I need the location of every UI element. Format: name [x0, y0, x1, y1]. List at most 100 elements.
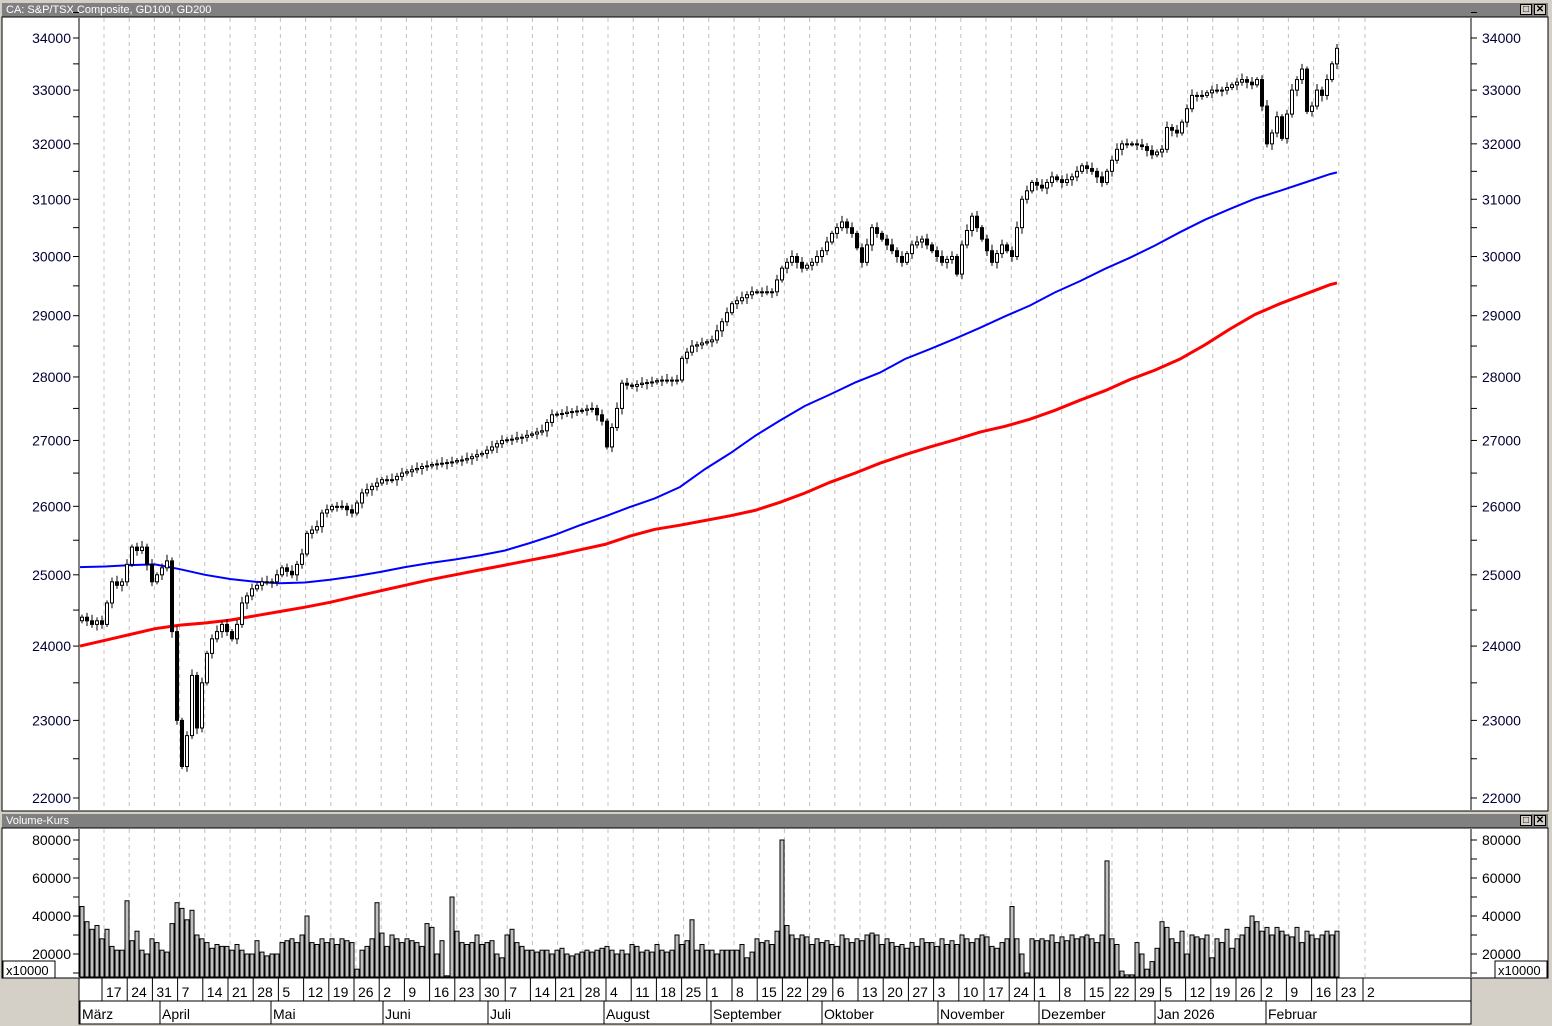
candle-body	[1045, 181, 1049, 189]
volume-bar	[949, 940, 955, 978]
maximize-icon[interactable]: □	[1520, 815, 1532, 826]
week-label: 28	[257, 984, 273, 1000]
candle-body	[1195, 94, 1199, 97]
volume-bar	[534, 951, 540, 978]
candle-body	[685, 351, 689, 359]
week-label: 7	[182, 984, 190, 1000]
candle-body	[635, 383, 639, 387]
candle-body	[740, 297, 744, 302]
volume-bar	[979, 934, 985, 978]
candle-body	[1270, 132, 1274, 145]
close-icon[interactable]: ✕	[1534, 4, 1546, 15]
candle-body	[745, 294, 749, 299]
candle-body	[115, 581, 119, 586]
candle-body	[425, 465, 429, 468]
y-tick-label: 26000	[32, 498, 71, 514]
volume-bar	[484, 942, 490, 978]
y-tick-label-right: 25000	[1482, 567, 1521, 583]
volume-bar	[1124, 974, 1130, 978]
candle-body	[865, 244, 869, 263]
y-tick-label-right: 29000	[1482, 308, 1521, 324]
week-label: 5	[1164, 984, 1172, 1000]
candle-body	[310, 529, 314, 534]
volume-bar	[329, 938, 335, 978]
candle-body	[305, 532, 309, 555]
candle-body	[350, 509, 354, 514]
volume-bar	[284, 940, 290, 978]
volume-bar	[154, 942, 160, 978]
volume-bar	[1169, 938, 1175, 978]
volume-bar	[934, 945, 940, 978]
candle-body	[950, 256, 954, 260]
volume-bar	[374, 902, 380, 978]
candle-body	[520, 436, 524, 439]
candle-body	[1170, 127, 1174, 131]
candle-body	[1215, 89, 1219, 92]
volume-bar	[1304, 930, 1310, 978]
volume-bar	[1139, 953, 1145, 978]
volume-bar	[1059, 936, 1065, 978]
candle-body	[485, 449, 489, 454]
candle-body	[1285, 113, 1289, 139]
candle-body	[210, 638, 214, 654]
candle-body	[1295, 79, 1299, 91]
candle-body	[785, 261, 789, 269]
week-label: 9	[1290, 984, 1298, 1000]
close-icon[interactable]: ✕	[1534, 815, 1546, 826]
volume-bar	[1319, 934, 1325, 978]
candle-body	[900, 256, 904, 263]
candle-body	[200, 682, 204, 729]
volume-bar	[589, 951, 595, 978]
candle-body	[455, 460, 459, 463]
volume-bar	[1114, 944, 1120, 978]
y-tick-label: 34000	[32, 30, 71, 46]
volume-bar	[409, 940, 415, 978]
candle-body	[560, 413, 564, 416]
candle-body	[605, 420, 609, 448]
volume-bar	[519, 945, 525, 978]
candle-body	[830, 232, 834, 243]
volume-bar	[1239, 934, 1245, 978]
volume-bar	[359, 949, 365, 978]
volume-bar	[254, 940, 260, 978]
candle-body	[905, 253, 909, 263]
volume-bar	[939, 938, 945, 978]
week-label: 18	[660, 984, 676, 1000]
volume-bar	[879, 944, 885, 978]
volume-bar	[114, 949, 120, 978]
volume-bar	[919, 938, 925, 978]
candle-body	[955, 256, 959, 275]
candle-body	[185, 735, 189, 768]
candle-body	[735, 300, 739, 305]
volume-bar	[659, 949, 665, 978]
candle-body	[375, 482, 379, 487]
candle-body	[700, 342, 704, 346]
maximize-icon[interactable]: □	[1520, 4, 1532, 15]
volume-bar	[109, 945, 115, 978]
week-label: 6	[837, 984, 845, 1000]
candle-body	[665, 379, 669, 382]
volume-bar	[1294, 926, 1300, 978]
candle-body	[1115, 148, 1119, 161]
volume-bar	[434, 953, 440, 978]
candle-body	[480, 452, 484, 456]
week-label: 1	[711, 984, 719, 1000]
candle-body	[910, 244, 914, 255]
volume-bar	[1079, 936, 1085, 978]
volume-bar	[839, 934, 845, 978]
week-label: 22	[786, 984, 802, 1000]
volume-bar	[1099, 934, 1105, 978]
candle-body	[575, 410, 579, 413]
candle-body	[120, 581, 124, 586]
candle-body	[780, 267, 784, 281]
candle-body	[285, 567, 289, 572]
candle-body	[90, 620, 94, 625]
y-tick-label-right: 34000	[1482, 30, 1521, 46]
volume-bar	[594, 949, 600, 978]
week-label: 5	[282, 984, 290, 1000]
candle-body	[1300, 68, 1304, 81]
candle-body	[525, 434, 529, 438]
candle-body	[725, 312, 729, 323]
volume-bar	[89, 928, 95, 978]
candle-body	[470, 456, 474, 460]
